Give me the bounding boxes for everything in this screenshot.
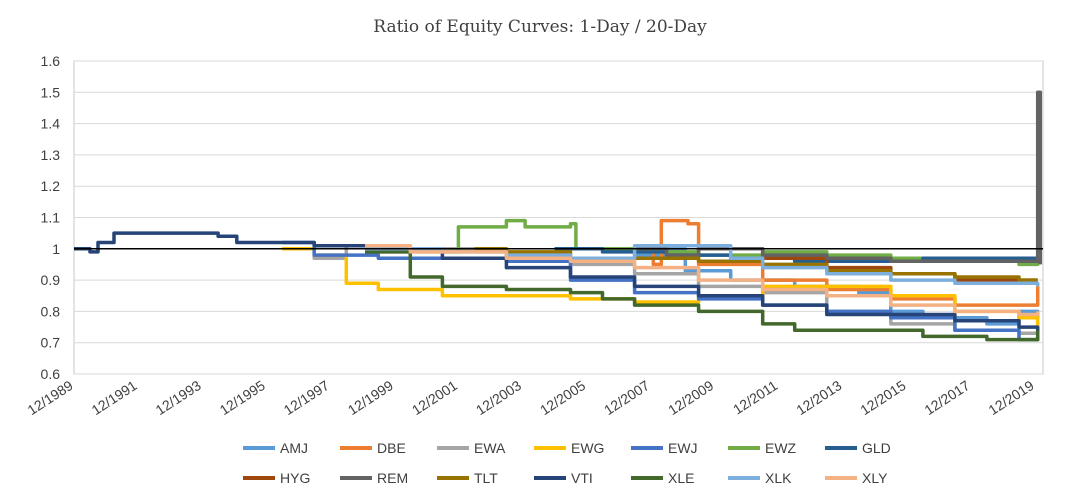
legend-label-rem: REM — [377, 470, 408, 486]
y-tick-label: 1.4 — [41, 116, 61, 132]
x-tick-label: 12/2001 — [409, 377, 460, 418]
x-tick-label: 12/2007 — [601, 377, 652, 418]
x-axis-ticks: 12/1989 12/1991 12/1993 12/1995 12/1997 12/19… — [24, 377, 1036, 418]
legend-label-ewj: EWJ — [668, 440, 698, 456]
series-lines — [74, 90, 1043, 342]
x-tick-label: 12/2015 — [857, 377, 908, 418]
legend-label-ewg: EWG — [571, 440, 604, 456]
chart-title: Ratio of Equity Curves: 1-Day / 20-Day — [373, 17, 707, 37]
series-line-rem — [634, 90, 1043, 265]
legend-label-ewa: EWA — [474, 440, 506, 456]
gridlines — [74, 60, 1043, 375]
series-line-xle — [365, 250, 1040, 342]
legend-label-xlk: XLK — [765, 470, 792, 486]
y-tick-label: 0.8 — [41, 303, 61, 319]
x-tick-label: 12/1997 — [281, 377, 332, 418]
x-tick-label: 12/2013 — [793, 377, 844, 418]
y-tick-label: 1.2 — [41, 178, 61, 194]
legend-label-ewz: EWZ — [765, 440, 797, 456]
x-tick-label: 12/1989 — [24, 377, 75, 418]
x-tick-label: 12/2005 — [537, 377, 588, 418]
y-tick-label: 1.1 — [41, 210, 61, 226]
x-tick-label: 12/2019 — [985, 377, 1036, 418]
x-tick-label: 12/2011 — [730, 377, 780, 418]
legend-label-dbe: DBE — [377, 440, 406, 456]
x-tick-label: 12/1993 — [153, 377, 204, 418]
legend-label-xly: XLY — [862, 470, 888, 486]
x-tick-label: 12/1991 — [89, 377, 140, 418]
x-tick-label: 12/2003 — [473, 377, 524, 418]
legend: AMJ DBE EWA EWG EWJ EWZ GLD HYG REM TLT VTI XLE XLK X… — [243, 440, 891, 486]
y-tick-label: 1 — [52, 241, 60, 257]
y-tick-label: 1.6 — [41, 53, 61, 69]
y-tick-label: 1.3 — [41, 147, 61, 163]
legend-label-vti: VTI — [571, 470, 593, 486]
x-tick-label: 12/2009 — [665, 377, 716, 418]
y-tick-label: 0.6 — [41, 366, 61, 382]
x-tick-label: 12/1995 — [217, 377, 268, 418]
y-tick-label: 0.9 — [41, 272, 61, 288]
legend-label-xle: XLE — [668, 470, 694, 486]
series-line-xly — [365, 243, 1040, 317]
x-tick-label: 12/1999 — [345, 377, 396, 418]
y-tick-label: 1.5 — [41, 84, 61, 100]
x-tick-label: 12/2017 — [921, 377, 972, 418]
legend-label-amj: AMJ — [280, 440, 308, 456]
y-tick-label: 0.7 — [41, 335, 61, 351]
legend-label-hyg: HYG — [280, 470, 310, 486]
legend-label-tlt: TLT — [474, 470, 498, 486]
y-axis-ticks: 0.6 0.7 0.8 0.9 1 1.1 1.2 1.3 1.4 1.5 1.6 — [41, 53, 61, 382]
legend-label-gld: GLD — [862, 440, 891, 456]
